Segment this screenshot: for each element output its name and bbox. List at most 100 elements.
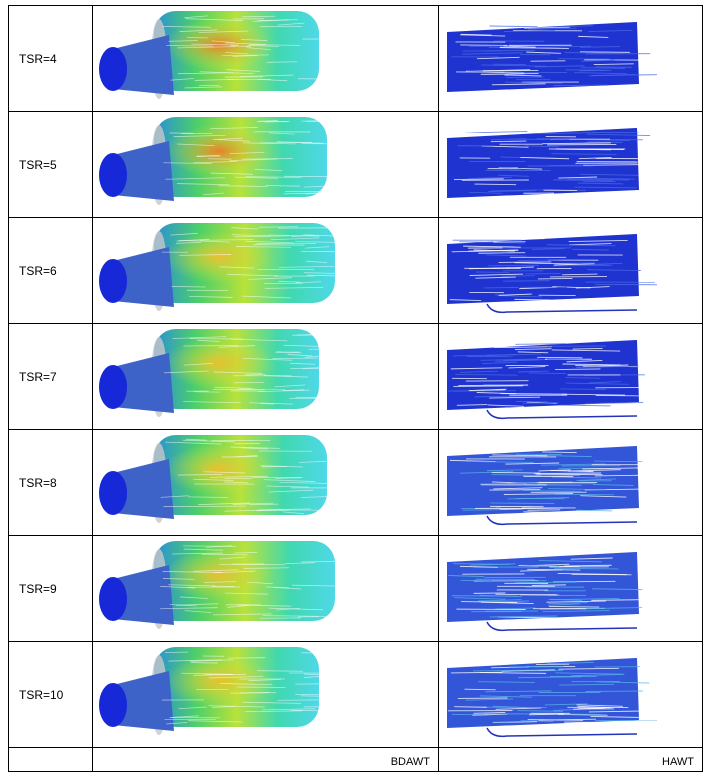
page: TSR=4TSR=5TSR=6TSR=7TSR=8TSR=9TSR=10BDAW… (0, 0, 709, 776)
streamline (527, 509, 560, 510)
streamline (553, 179, 612, 180)
hub (99, 365, 127, 409)
streamline (499, 261, 552, 262)
bdawt-cell (93, 642, 439, 748)
hawt-cell (439, 430, 703, 536)
table-row: TSR=10 (9, 642, 703, 748)
tip-vortex (487, 516, 637, 524)
tip-vortex (487, 622, 637, 630)
streamline (536, 474, 602, 475)
hawt-flow-image (447, 120, 657, 210)
hub (99, 577, 127, 621)
streamline (469, 45, 504, 46)
hawt-cell (439, 536, 703, 642)
footer-empty (9, 748, 93, 772)
streamline (494, 580, 547, 581)
footer-label: BDAWT (93, 748, 439, 772)
streamline (257, 670, 303, 671)
streamline (474, 184, 516, 185)
hawt-flow-image (447, 650, 657, 740)
hub (99, 47, 127, 91)
row-label: TSR=10 (9, 642, 93, 748)
hub (99, 259, 127, 303)
row-label: TSR=5 (9, 112, 93, 218)
table-row: TSR=9 (9, 536, 703, 642)
wake-core (164, 549, 274, 601)
hawt-cell (439, 642, 703, 748)
wake-core (164, 443, 274, 495)
bdawt-flow-image (99, 113, 339, 217)
hawt-flow-image (447, 438, 657, 528)
streamline (242, 16, 275, 17)
hub (99, 683, 127, 727)
streamline (523, 402, 559, 403)
streamline (595, 284, 657, 285)
streamline (580, 51, 630, 52)
bdawt-cell (93, 6, 439, 112)
hawt-flow-image (447, 544, 657, 634)
streamline (183, 345, 238, 346)
table-row: TSR=7 (9, 324, 703, 430)
streamline (560, 388, 605, 389)
hub (99, 471, 127, 515)
streamline (453, 385, 523, 386)
streamline (301, 652, 338, 653)
table-row: TSR=5 (9, 112, 703, 218)
table-row: TSR=6 (9, 218, 703, 324)
bdawt-flow-image (99, 643, 339, 747)
tip-vortex (487, 728, 637, 736)
streamline (172, 286, 206, 287)
streamline (537, 357, 582, 358)
hawt-cell (439, 324, 703, 430)
tip-vortex (487, 304, 637, 312)
table-body: TSR=4TSR=5TSR=6TSR=7TSR=8TSR=9TSR=10BDAW… (9, 6, 703, 772)
streamline (514, 299, 550, 300)
bdawt-cell (93, 218, 439, 324)
streamline (453, 563, 510, 564)
hawt-cell (439, 6, 703, 112)
results-table: TSR=4TSR=5TSR=6TSR=7TSR=8TSR=9TSR=10BDAW… (8, 5, 703, 772)
streamline (306, 121, 330, 122)
bdawt-flow-image (99, 219, 339, 323)
wake-core (164, 655, 274, 707)
bdawt-flow-image (99, 431, 339, 535)
streamline (560, 405, 610, 406)
streamline (596, 66, 632, 67)
hawt-flow-image (447, 226, 657, 316)
bdawt-cell (93, 112, 439, 218)
streamline (454, 706, 486, 707)
streamline (199, 85, 219, 86)
streamline (554, 568, 618, 569)
bdawt-cell (93, 324, 439, 430)
streamline (576, 510, 612, 511)
footer-label: HAWT (439, 748, 703, 772)
tip-vortex (487, 410, 637, 418)
streamline (490, 26, 538, 27)
streamline (488, 265, 538, 266)
streamline (490, 502, 554, 503)
bdawt-cell (93, 536, 439, 642)
streamline (237, 687, 286, 688)
bdawt-cell (93, 430, 439, 536)
wake-core (164, 337, 274, 389)
row-label: TSR=4 (9, 6, 93, 112)
hawt-cell (439, 218, 703, 324)
streamline (267, 61, 298, 62)
streamline (515, 343, 565, 344)
hawt-flow-image (447, 332, 657, 422)
streamline (523, 511, 566, 512)
bdawt-flow-image (99, 7, 339, 111)
hawt-flow-image (447, 14, 657, 104)
streamline (220, 563, 265, 564)
row-label: TSR=9 (9, 536, 93, 642)
streamline (573, 348, 603, 349)
hub (99, 153, 127, 197)
table-row: TSR=4 (9, 6, 703, 112)
streamline (553, 265, 612, 266)
table-row: TSR=8 (9, 430, 703, 536)
streamline (278, 281, 299, 282)
row-label: TSR=6 (9, 218, 93, 324)
hawt-cell (439, 112, 703, 218)
streamline (542, 451, 577, 452)
footer-row: BDAWTHAWT (9, 748, 703, 772)
